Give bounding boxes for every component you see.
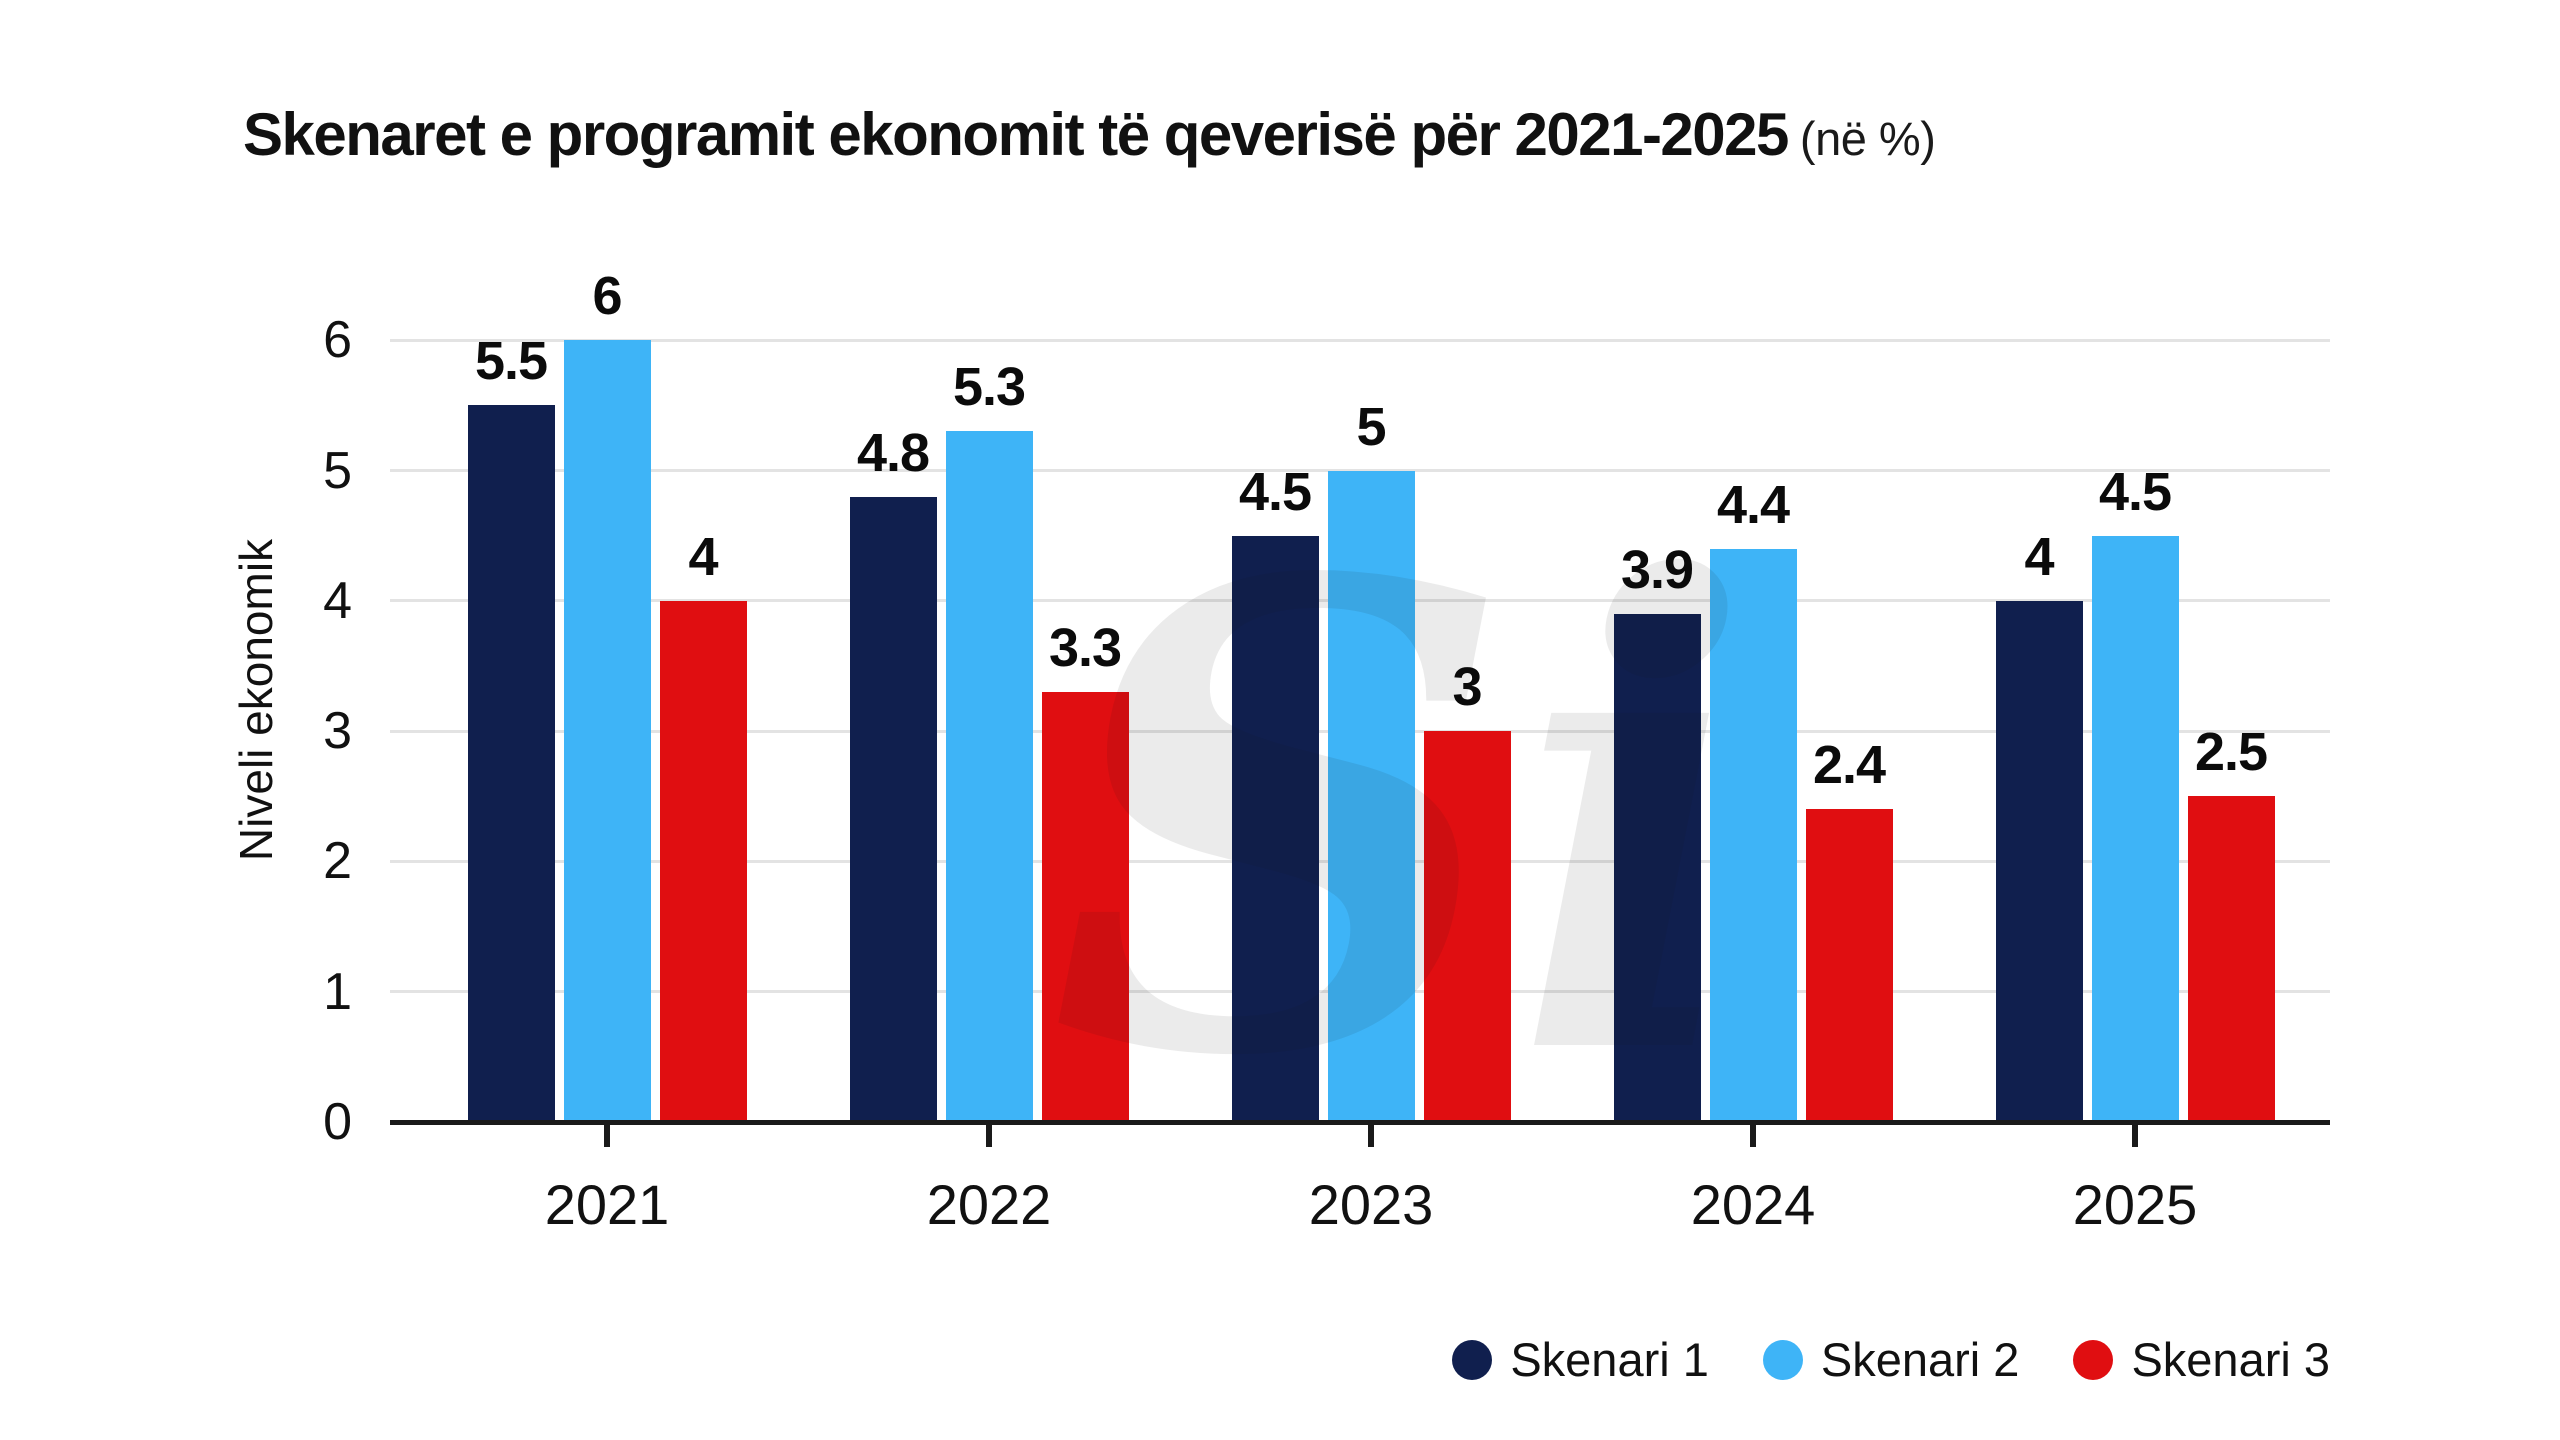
bar-2022-skenari-3 <box>1041 692 1129 1122</box>
bar-value-label: 5.5 <box>474 331 548 392</box>
bar-2022-skenari-1 <box>849 496 937 1122</box>
bar-2023-skenari-3 <box>1423 731 1511 1122</box>
x-tick-label-2025: 2025 <box>2072 1173 2198 1236</box>
bar-value-label: 4.4 <box>1716 474 1790 535</box>
bar-value-label: 3.9 <box>1620 539 1694 600</box>
y-tick-label: 3 <box>323 702 352 761</box>
bar-2022-skenari-2 <box>945 431 1033 1122</box>
chart-title: Skenaret e programit ekonomit të qeveris… <box>243 100 1936 169</box>
y-tick-label: 5 <box>323 441 352 500</box>
x-axis-tick <box>2132 1125 2138 1147</box>
x-axis-tick <box>1368 1125 1374 1147</box>
bar-2024-skenari-2 <box>1709 548 1797 1122</box>
y-tick-label: 6 <box>323 311 352 370</box>
bar-value-label: 4 <box>688 526 718 587</box>
bar-2025-skenari-3 <box>2187 796 2275 1122</box>
bar-2021-skenari-2 <box>563 340 651 1122</box>
bar-value-label: 3 <box>1452 657 1482 718</box>
x-tick-label-2021: 2021 <box>544 1173 670 1236</box>
x-tick-label-2023: 2023 <box>1308 1173 1434 1236</box>
bar-value-label: 5 <box>1356 396 1386 457</box>
x-axis-tick <box>986 1125 992 1147</box>
bar-2023-skenari-2 <box>1327 470 1415 1122</box>
bar-2021-skenari-3 <box>659 600 747 1122</box>
legend-label: Skenari 1 <box>1510 1333 1709 1386</box>
x-axis-line <box>390 1120 2330 1125</box>
bar-2023-skenari-1 <box>1231 535 1319 1122</box>
bar-value-label: 4.5 <box>1238 461 1312 522</box>
legend-item-skenari-2: Skenari 2 <box>1762 1332 2020 1387</box>
legend-marker-icon <box>1452 1339 1493 1380</box>
bar-value-label: 2.4 <box>1812 735 1886 796</box>
legend-label: Skenari 3 <box>2131 1333 2330 1386</box>
legend-marker-icon <box>2073 1339 2114 1380</box>
x-tick-label-2024: 2024 <box>1690 1173 1816 1236</box>
chart-title-text: Skenaret e programit ekonomit të qeveris… <box>243 101 1789 168</box>
legend: Skenari 1 Skenari 2 Skenari 3 <box>1452 1332 2330 1387</box>
x-axis-tick <box>604 1125 610 1147</box>
chart-title-suffix: (në %) <box>1799 112 1936 165</box>
bar-value-label: 2.5 <box>2194 722 2268 783</box>
y-tick-label: 4 <box>323 571 352 630</box>
gridline-y6 <box>390 338 2330 342</box>
x-axis-tick <box>1750 1125 1756 1147</box>
legend-item-skenari-1: Skenari 1 <box>1452 1332 1709 1387</box>
y-tick-label: 0 <box>323 1093 352 1151</box>
bar-2024-skenari-3 <box>1805 809 1893 1122</box>
bar-value-label: 5.3 <box>952 357 1026 418</box>
bar-2021-skenari-1 <box>467 405 555 1122</box>
bar-value-label: 4.8 <box>856 422 930 483</box>
y-tick-label: 1 <box>323 962 352 1021</box>
bar-value-label: 4.5 <box>2098 461 2172 522</box>
legend-item-skenari-3: Skenari 3 <box>2073 1332 2330 1387</box>
bar-value-label: 4 <box>2024 526 2054 587</box>
bar-2025-skenari-2 <box>2091 535 2179 1122</box>
y-tick-label: 2 <box>323 832 352 891</box>
x-tick-label-2022: 2022 <box>926 1173 1052 1236</box>
bar-value-label: 3.3 <box>1048 618 1122 678</box>
bar-value-label: 6 <box>592 266 622 327</box>
bar-2024-skenari-1 <box>1613 613 1701 1122</box>
bar-2025-skenari-1 <box>1995 600 2083 1122</box>
legend-marker-icon <box>1762 1339 1803 1380</box>
legend-label: Skenari 2 <box>1820 1333 2020 1386</box>
